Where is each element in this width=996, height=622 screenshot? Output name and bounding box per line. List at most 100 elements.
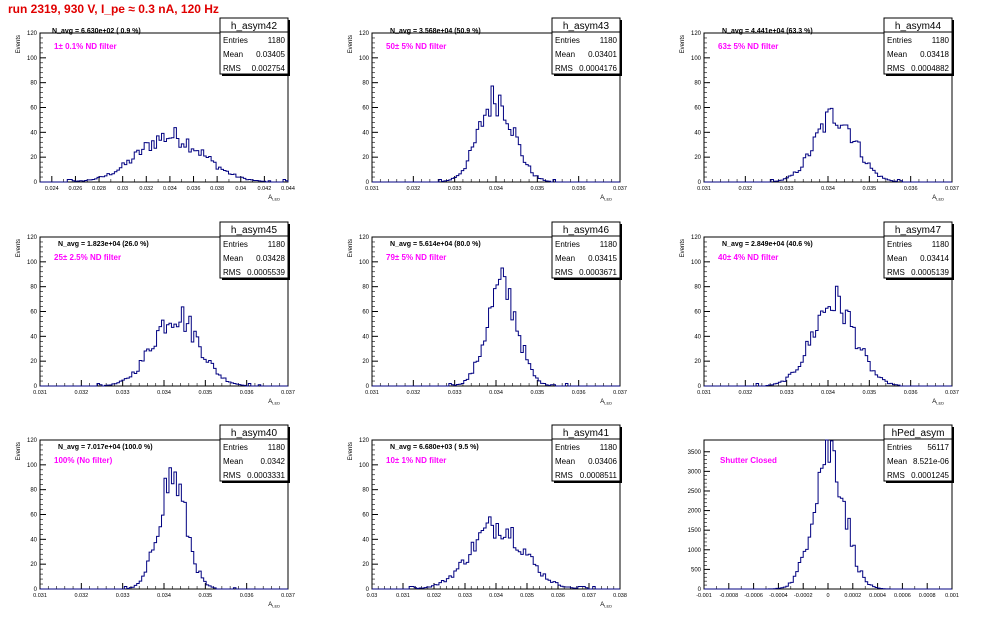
y-axis-label: Events	[348, 239, 354, 257]
filter-label: 25± 2.5% ND filter	[54, 253, 121, 262]
y-tick-label: 120	[691, 235, 702, 241]
stats-value: 0.0001245	[911, 471, 949, 480]
y-tick-label: 80	[694, 285, 701, 291]
stats-key: Mean	[555, 254, 575, 263]
navg-label: N_avg = 7.017e+04 (100.0 %)	[58, 444, 153, 451]
stats-key: RMS	[223, 471, 241, 480]
stats-key: Entries	[223, 240, 248, 249]
stats-value: 1180	[268, 36, 286, 45]
y-axis-label: Events	[348, 35, 354, 53]
y-tick-label: 20	[694, 155, 701, 161]
stats-box	[883, 221, 953, 279]
x-tick-label: 0.034	[489, 593, 503, 599]
x-tick-label: 0.034	[489, 186, 503, 192]
histogram-series	[40, 467, 288, 590]
stats-key: Mean	[887, 50, 907, 59]
y-tick-label: 80	[30, 488, 37, 494]
y-tick-label: 0	[34, 180, 38, 186]
stats-key: Entries	[887, 240, 912, 249]
y-tick-label: 120	[27, 31, 38, 37]
y-tick-label: 2000	[688, 509, 702, 515]
y-tick-label: 100	[27, 463, 38, 469]
stats-key: Mean	[555, 50, 575, 59]
x-tick-label: 0.0002	[844, 593, 861, 599]
x-tick-label: 0.038	[613, 593, 627, 599]
stats-box	[219, 424, 289, 482]
x-tick-label: 0.034	[157, 593, 171, 599]
y-tick-label: 120	[359, 235, 370, 241]
y-tick-label: 80	[694, 81, 701, 87]
stats-box	[551, 17, 621, 75]
x-tick-label: 0.032	[74, 593, 88, 599]
y-tick-label: 60	[694, 106, 701, 112]
y-tick-label: 0	[698, 384, 702, 390]
filter-label: 40± 4% ND filter	[718, 253, 778, 262]
x-tick-label: 0.034	[489, 390, 503, 396]
x-tick-label: 0.033	[448, 186, 462, 192]
stats-key: Mean	[887, 254, 907, 263]
x-axis-label: ALED	[600, 602, 612, 609]
y-axis-label: Events	[348, 442, 354, 460]
y-tick-label: 80	[30, 81, 37, 87]
x-tick-label: 0.03	[117, 186, 128, 192]
stats-title: hPed_asym	[892, 428, 945, 439]
stats-key: Entries	[223, 443, 248, 452]
y-tick-label: 0	[34, 587, 38, 593]
stats-box	[551, 221, 621, 279]
x-tick-label: 0.031	[697, 390, 711, 396]
navg-label: N_avg = 3.568e+04 (50.9 %)	[390, 28, 481, 35]
y-tick-label: 120	[27, 235, 38, 241]
page-title: run 2319, 930 V, I_pe ≈ 0.3 nA, 120 Hz	[8, 2, 219, 16]
x-tick-label: 0.033	[780, 390, 794, 396]
x-tick-label: 0.035	[530, 186, 544, 192]
x-tick-label: 0.0008	[919, 593, 936, 599]
histogram-series	[372, 267, 620, 387]
x-tick-label: 0.028	[92, 186, 106, 192]
x-tick-label: 0.031	[33, 390, 47, 396]
stats-value: 1180	[600, 36, 618, 45]
x-tick-label: 0.033	[116, 593, 130, 599]
y-tick-label: 60	[30, 513, 37, 519]
x-tick-label: 0.032	[406, 390, 420, 396]
x-tick-label: 0	[826, 593, 829, 599]
x-tick-label: 0.001	[945, 593, 959, 599]
navg-label: N_avg = 2.849e+04 (40.6 %)	[722, 241, 813, 248]
stats-value: 0.0008511	[580, 471, 618, 480]
y-tick-label: 0	[34, 384, 38, 390]
stats-key: RMS	[223, 268, 241, 277]
stats-title: h_asym41	[563, 428, 610, 439]
stats-title: h_asym46	[563, 225, 610, 236]
filter-label: 100% (No filter)	[54, 456, 113, 465]
stats-box	[883, 424, 953, 482]
x-tick-label: 0.037	[945, 186, 959, 192]
x-tick-label: -0.0006	[744, 593, 763, 599]
x-tick-label: 0.033	[116, 390, 130, 396]
stats-value: 1180	[600, 443, 618, 452]
y-tick-label: 20	[362, 155, 369, 161]
histogram-panel-h_asym43: 0 20 40 60 80 100 120 0.031 0.032 0.033 0.034 0.035…	[348, 17, 627, 202]
stats-key: Mean	[223, 457, 243, 466]
stats-key: Entries	[223, 36, 248, 45]
y-tick-label: 60	[362, 310, 369, 316]
stats-key: RMS	[223, 64, 241, 73]
x-tick-label: 0.03	[367, 593, 378, 599]
x-tick-label: -0.0004	[769, 593, 788, 599]
y-tick-label: 100	[359, 56, 370, 62]
x-tick-label: 0.036	[572, 390, 586, 396]
x-tick-label: 0.033	[780, 186, 794, 192]
x-tick-label: 0.035	[198, 390, 212, 396]
stats-key: RMS	[887, 268, 905, 277]
x-axis-label: ALED	[268, 195, 280, 202]
x-tick-label: 0.026	[69, 186, 83, 192]
x-tick-label: 0.035	[198, 593, 212, 599]
x-tick-label: 0.031	[365, 390, 379, 396]
x-tick-label: 0.031	[697, 186, 711, 192]
y-tick-label: 60	[694, 310, 701, 316]
filter-label: Shutter Closed	[720, 456, 777, 465]
y-tick-label: 40	[30, 130, 37, 136]
stats-title: h_asym43	[563, 21, 610, 32]
x-axis-label: ALED	[932, 399, 944, 406]
x-tick-label: 0.037	[582, 593, 596, 599]
